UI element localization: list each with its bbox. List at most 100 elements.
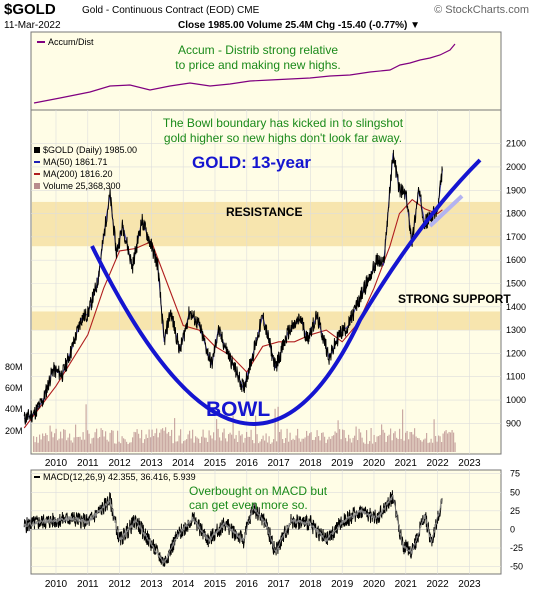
volume-bar xyxy=(337,420,339,452)
volume-bar xyxy=(190,438,192,452)
volume-bar xyxy=(210,435,212,452)
volume-bar xyxy=(418,438,420,452)
stockcharts-brand: © StockCharts.com xyxy=(434,4,529,16)
price-tick-label: 900 xyxy=(506,418,521,428)
price-legend-swatch xyxy=(34,147,40,153)
volume-bar xyxy=(283,442,285,452)
chart-title: GOLD: 13-year xyxy=(192,153,311,172)
volume-bar xyxy=(111,430,113,452)
volume-bar xyxy=(273,439,275,452)
volume-bar xyxy=(298,438,300,452)
price-tick-label: 1200 xyxy=(506,348,526,358)
accum-dist-line xyxy=(33,43,456,104)
volume-bar xyxy=(232,415,234,452)
volume-bar xyxy=(195,436,197,452)
volume-bar xyxy=(108,441,110,452)
volume-bar xyxy=(60,431,62,452)
volume-bar xyxy=(279,431,281,452)
volume-bar xyxy=(394,431,396,452)
volume-bar xyxy=(100,428,102,452)
volume-bar xyxy=(348,434,350,452)
volume-bar xyxy=(192,429,194,452)
volume-bar xyxy=(238,430,240,452)
year-tick-label: 2011 xyxy=(77,458,99,469)
volume-bars xyxy=(33,404,456,452)
price-tick-label: 1900 xyxy=(506,185,526,195)
volume-bar xyxy=(339,429,341,452)
volume-bar xyxy=(39,434,41,452)
volume-bar xyxy=(120,443,122,452)
price-tick-label: 1300 xyxy=(506,325,526,335)
volume-bar xyxy=(187,434,189,452)
volume-bar xyxy=(72,442,74,452)
volume-bar xyxy=(228,434,230,452)
volume-bar xyxy=(429,442,431,452)
volume-bar xyxy=(408,439,410,452)
volume-bar xyxy=(76,436,78,452)
volume-bar xyxy=(118,441,120,452)
volume-bar xyxy=(216,419,218,452)
volume-bar xyxy=(135,432,137,452)
year-tick-label: 2020 xyxy=(363,458,386,469)
volume-bar xyxy=(97,438,99,452)
volume-bar xyxy=(268,436,270,452)
year-tick-label: 2016 xyxy=(236,579,259,590)
volume-bar xyxy=(417,437,419,452)
volume-bar xyxy=(73,437,75,452)
volume-bar xyxy=(45,433,47,452)
series-layer xyxy=(23,149,443,567)
volume-bar xyxy=(444,431,446,452)
price-legend: $GOLD (Daily) 1985.00 xyxy=(43,145,137,155)
volume-bar xyxy=(397,439,399,452)
volume-bar xyxy=(144,439,146,452)
volume-bar xyxy=(181,443,183,452)
volume-bar xyxy=(366,430,368,452)
volume-bar xyxy=(277,406,279,452)
volume-bar xyxy=(234,438,236,452)
volume-bar xyxy=(312,439,314,452)
volume-bar xyxy=(351,442,353,452)
volume-bar xyxy=(399,428,401,452)
volume-bar xyxy=(103,436,105,452)
volume-bar xyxy=(316,430,318,452)
volume-bar xyxy=(256,434,258,452)
volume-bar xyxy=(244,437,246,452)
volume-bar xyxy=(222,432,224,452)
year-tick-label: 2011 xyxy=(77,579,99,590)
volume-bar xyxy=(177,441,179,452)
ma50-legend: MA(50) 1861.71 xyxy=(43,157,108,167)
volume-bar xyxy=(400,438,402,452)
volume-bar xyxy=(159,432,161,452)
volume-bar xyxy=(96,428,98,452)
ma200-legend: MA(200) 1816.20 xyxy=(43,169,113,179)
volume-bar xyxy=(280,429,282,452)
volume-bar xyxy=(157,437,159,452)
year-tick-label: 2019 xyxy=(331,458,354,469)
volume-bar xyxy=(309,433,311,452)
volume-bar xyxy=(262,435,264,452)
macd-tick-label: 25 xyxy=(510,506,520,516)
year-tick-label: 2018 xyxy=(299,579,322,590)
volume-bar xyxy=(282,439,284,452)
volume-bar xyxy=(249,436,251,452)
volume-bar xyxy=(94,432,96,452)
support-label: STRONG SUPPORT xyxy=(398,292,511,306)
volume-bar xyxy=(319,440,321,452)
volume-bar xyxy=(235,435,237,452)
volume-bar xyxy=(355,426,357,452)
volume-bar xyxy=(340,439,342,452)
volume-bar xyxy=(214,440,216,452)
volume-bar xyxy=(313,439,315,452)
volume-bar xyxy=(240,435,242,452)
volume-bar xyxy=(289,432,291,452)
volume-bar xyxy=(325,442,327,452)
volume-bar xyxy=(165,427,167,452)
year-tick-label: 2017 xyxy=(267,458,290,469)
volume-bar xyxy=(295,435,297,452)
volume-bar xyxy=(126,441,128,452)
macd-tick-label: -25 xyxy=(510,543,523,553)
volume-bar xyxy=(448,431,450,452)
volume-bar xyxy=(346,441,348,452)
volume-bar xyxy=(381,424,383,452)
